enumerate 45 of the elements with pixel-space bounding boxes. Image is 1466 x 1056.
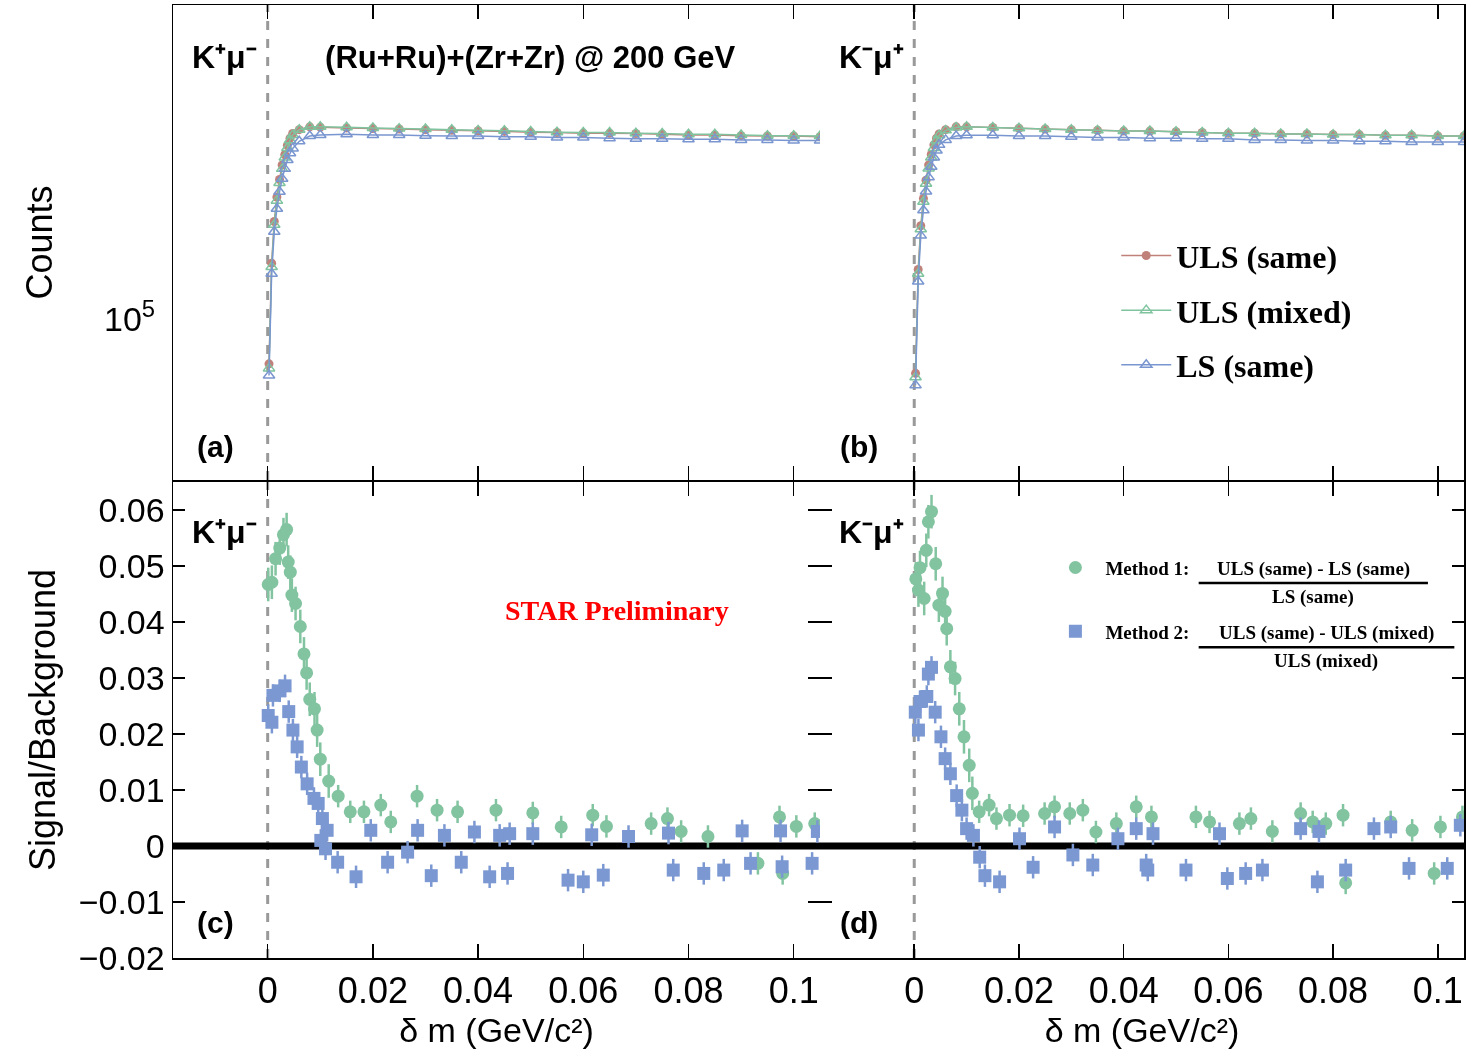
y-tick-label: 0.05 xyxy=(98,546,165,585)
x-tick-label: 0 xyxy=(904,969,925,1011)
text: K⁻μ⁺ xyxy=(839,39,904,75)
legend-label: ULS (mixed) xyxy=(1176,293,1352,330)
y-tick-label: 0.02 xyxy=(98,714,165,753)
y-tick-label: 0.04 xyxy=(98,602,165,641)
legend-label: Method 2: xyxy=(1105,621,1190,643)
legend-label: LS (same) xyxy=(1176,348,1315,385)
x-tick-label: 0.08 xyxy=(1298,969,1369,1011)
annotation: K⁺μ⁻ xyxy=(192,514,257,550)
x-tick-label: 0.08 xyxy=(653,969,724,1011)
x-tick-label: 0.04 xyxy=(1088,969,1159,1011)
annotation: (c) xyxy=(197,906,234,939)
annotation: (a) xyxy=(197,430,234,463)
x-tick-label: 0 xyxy=(257,969,278,1011)
annotation: ULS (same) - ULS (mixed) xyxy=(1219,622,1435,644)
y-tick-label: 0.03 xyxy=(98,658,165,697)
x-tick-label: 0.06 xyxy=(1193,969,1264,1011)
annotation: LS (same) xyxy=(1272,586,1354,608)
y-tick-label: 0.01 xyxy=(98,770,165,809)
annotation: ULS (same) - LS (same) xyxy=(1217,558,1411,580)
x-tick-label: 0.1 xyxy=(768,969,819,1011)
y-tick-label: 0 xyxy=(145,826,165,865)
x-axis-title: δ m (GeV/c²) xyxy=(1044,1010,1240,1049)
x-tick-label: 0.06 xyxy=(548,969,619,1011)
y-axis-title: Counts xyxy=(18,185,60,300)
legend-label: ULS (same) xyxy=(1176,239,1338,276)
x-tick-label: 0.02 xyxy=(983,969,1054,1011)
x-tick-label: 0.04 xyxy=(443,969,514,1011)
x-tick-label: 0.02 xyxy=(337,969,408,1011)
text: K⁺μ⁻ xyxy=(192,39,257,75)
y-axis-title: Signal/Background xyxy=(21,568,63,872)
x-axis-title: δ m (GeV/c²) xyxy=(399,1010,594,1049)
text: 10$^{5}$ xyxy=(104,295,156,339)
annotation: K⁻μ⁺ xyxy=(839,514,904,550)
x-tick-label: 0.1 xyxy=(1412,969,1463,1011)
annotation: ULS (mixed) xyxy=(1274,650,1378,672)
legend-label: Method 1: xyxy=(1105,557,1190,579)
chart-title: (Ru+Ru)+(Zr+Zr) @ 200 GeV xyxy=(325,39,736,75)
annotation: (b) xyxy=(840,430,879,463)
y-tick-label: −0.01 xyxy=(78,882,165,921)
annotation: (d) xyxy=(840,906,879,939)
annotation: STAR Preliminary xyxy=(505,595,729,626)
y-tick-label: 0.06 xyxy=(98,490,165,529)
y-tick-label: −0.02 xyxy=(78,938,165,977)
